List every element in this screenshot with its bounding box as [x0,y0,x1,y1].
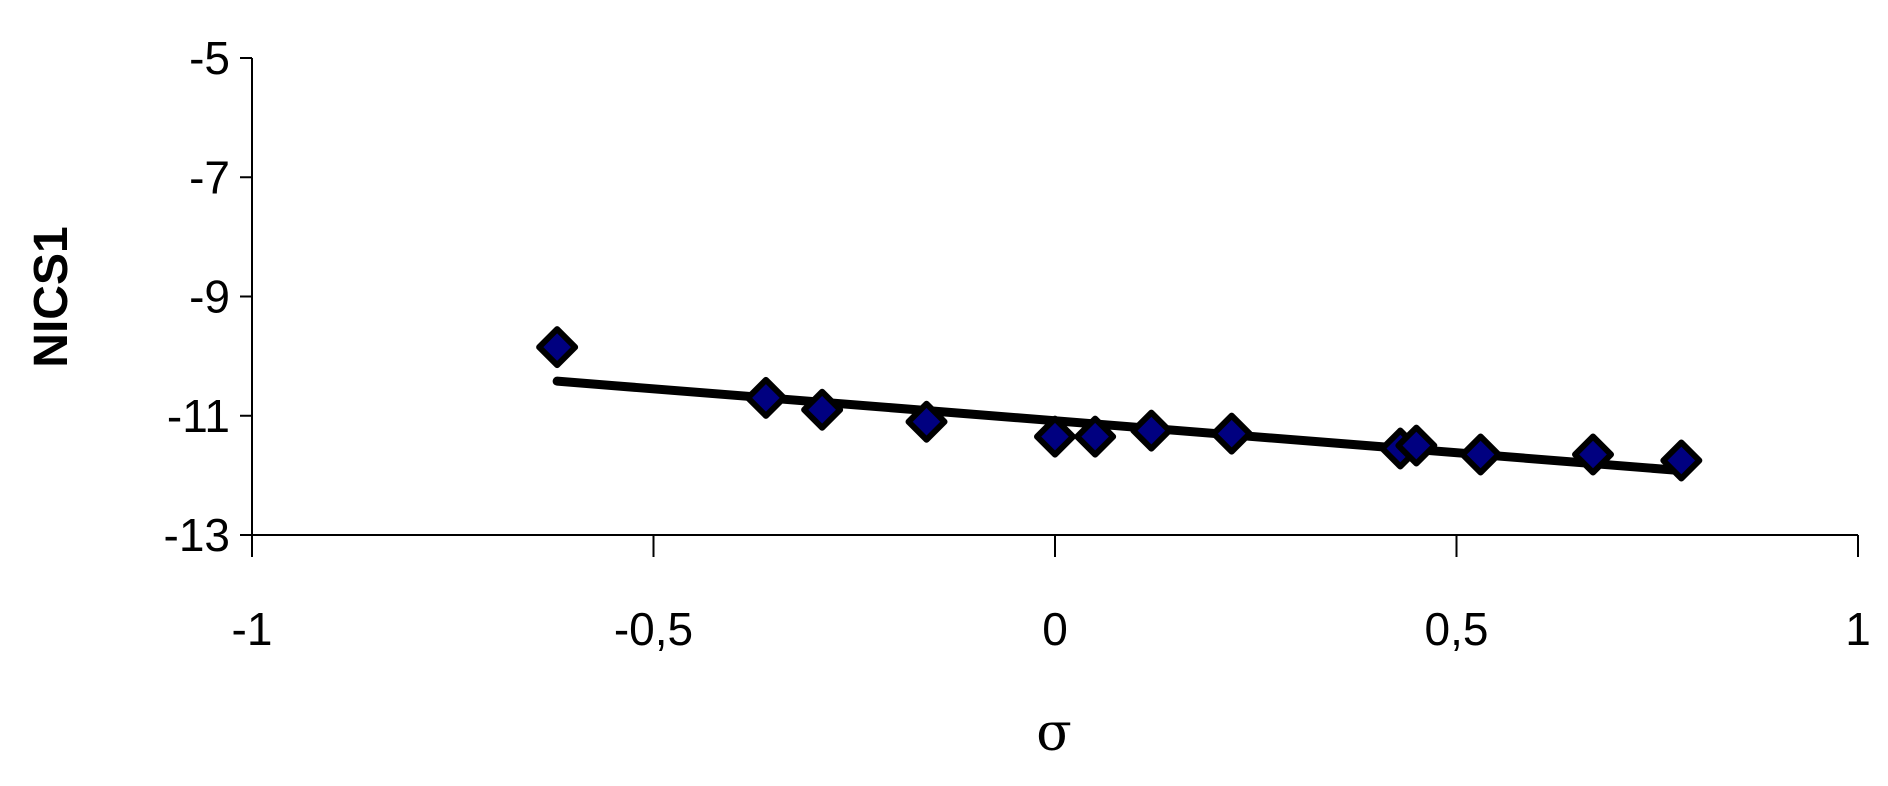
trendline-group [552,376,1686,476]
data-point [1074,415,1117,458]
trendline [552,376,1686,476]
y-tick-label: -13 [164,509,230,561]
data-point [1130,409,1173,452]
x-axis-title: σ [1036,703,1072,763]
data-point [1395,424,1438,467]
y-tick-label: -7 [189,151,230,203]
x-tick-label: 1 [1845,603,1871,655]
data-point [1034,415,1076,458]
data-points [536,326,1703,482]
data-point [1459,433,1502,476]
y-tick-label: -5 [189,32,230,84]
data-point [536,326,579,369]
x-tick-label: 0 [1042,603,1068,655]
y-tick-label: -11 [167,390,230,442]
data-point [744,376,787,419]
x-tick-label: -1 [232,603,273,655]
x-tick-label: 0,5 [1425,603,1489,655]
data-point [1210,412,1253,455]
y-tick-label: -9 [189,271,230,323]
data-point [1572,433,1615,476]
y-axis-title: NICS1 [25,226,78,367]
data-point [905,400,948,443]
axes: -5 -7 -9 -11 -13-1 -0,5 0 0,5 1 [164,32,1871,655]
data-point [1660,439,1703,482]
data-point [801,388,844,431]
x-tick-label: -0,5 [614,603,693,655]
